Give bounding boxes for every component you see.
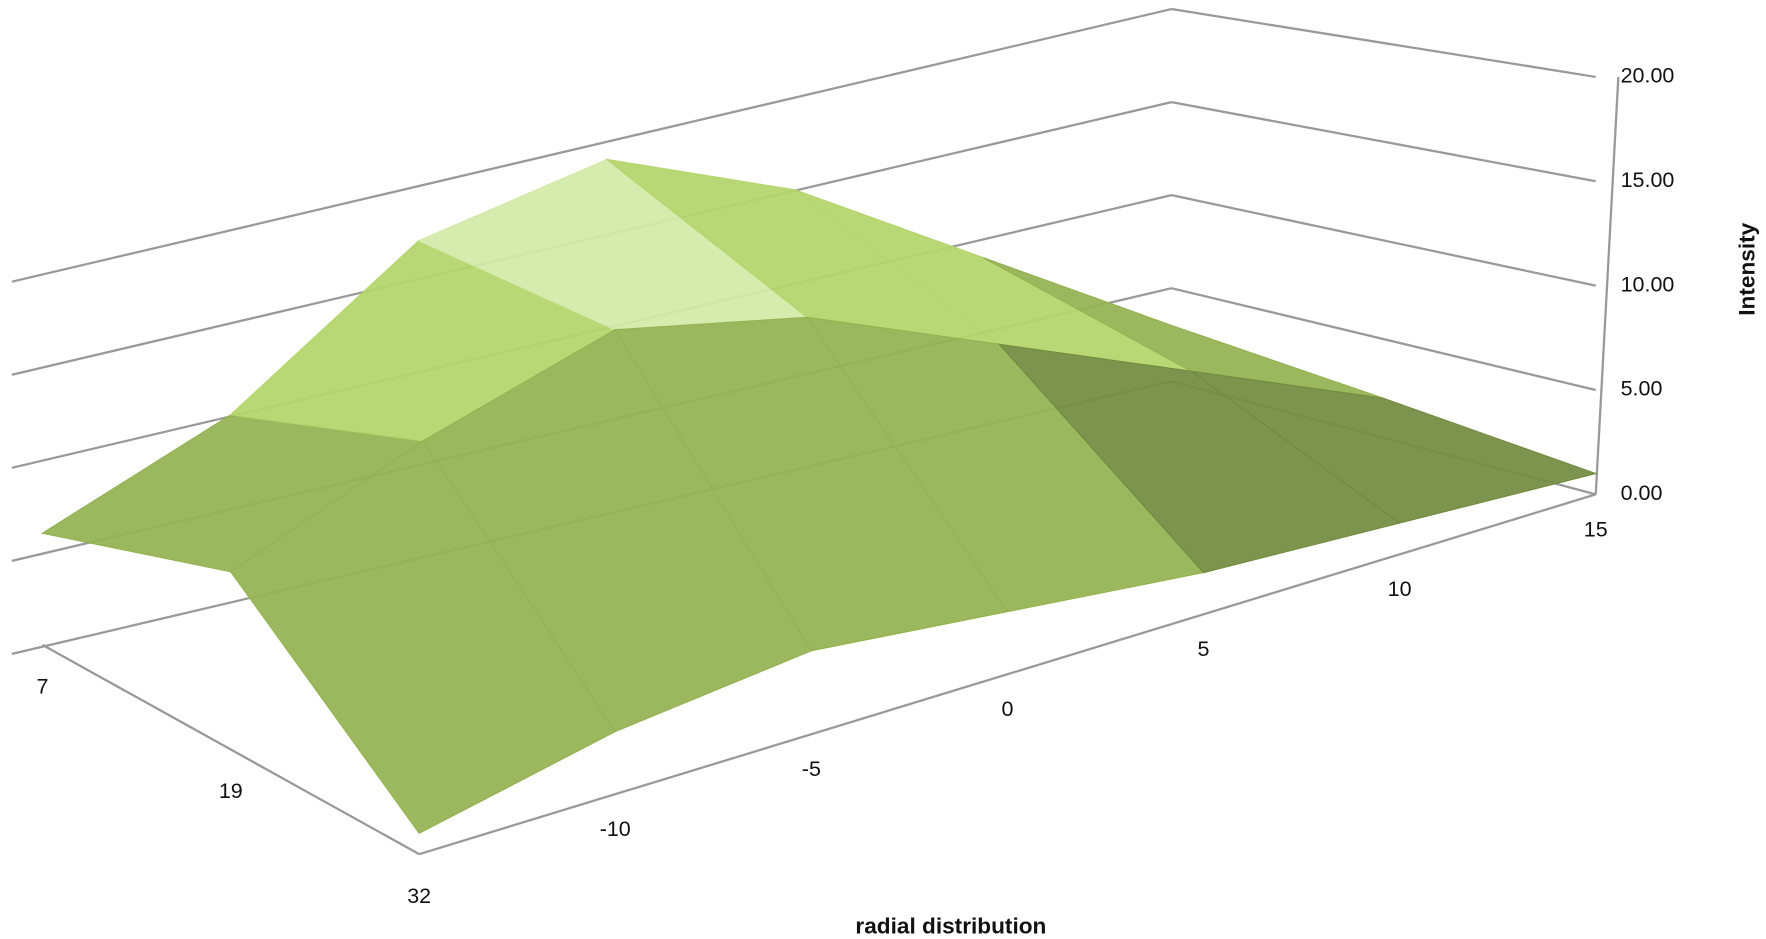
y-tick-label: 20.00: [1621, 64, 1675, 88]
y-tick-label: 5.00: [1621, 377, 1663, 401]
depth-tick-label: 7: [36, 675, 48, 699]
surface: [40, 158, 1598, 835]
depth-tick-label: 32: [407, 884, 431, 908]
depth-tick-label: 19: [219, 779, 243, 803]
axis-line: [418, 493, 1597, 856]
x-tick-label: 15: [1584, 517, 1608, 541]
x-axis-title: radial distribution: [855, 914, 1046, 939]
surface-patch: [1191, 370, 1598, 524]
grid-line: [1171, 287, 1596, 392]
x-tick-label: -5: [802, 757, 821, 781]
y-tick-label: 0.00: [1621, 481, 1663, 505]
labels: 0.00 5.00 10.00 15.00 20.00 -10 -5 0 5 10 15 7 19 32: [36, 64, 1674, 908]
grid-line: [11, 7, 1172, 283]
x-tick-label: -10: [600, 817, 631, 841]
axis-line: [41, 643, 420, 856]
axis-line: [1594, 76, 1620, 495]
grid-line: [1171, 100, 1596, 183]
y-tick-label: 15.00: [1621, 168, 1675, 192]
x-tick-label: 0: [1001, 697, 1013, 721]
x-tick-label: 5: [1198, 637, 1210, 661]
y-tick-label: 10.00: [1621, 272, 1675, 296]
grid-line: [1171, 7, 1596, 79]
x-tick-label: 10: [1388, 577, 1412, 601]
y-axis-title: Intensity: [1734, 222, 1759, 315]
grid-line: [1171, 194, 1596, 287]
